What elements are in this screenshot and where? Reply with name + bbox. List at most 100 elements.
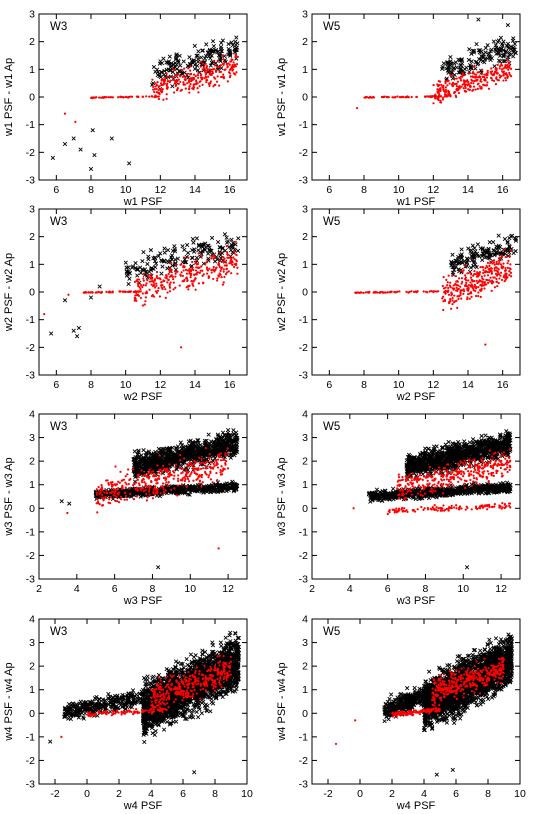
data-point-dot	[159, 278, 162, 281]
x-tick-label: 12	[154, 184, 166, 196]
data-point-dot	[150, 294, 154, 298]
data-point-dot	[205, 260, 209, 264]
data-point-dot	[200, 473, 204, 476]
data-point-cross	[498, 35, 504, 40]
data-point-dot	[166, 475, 170, 478]
data-point-dot	[168, 283, 171, 286]
data-point-dot	[498, 257, 502, 260]
data-point-dot	[492, 79, 496, 82]
data-point-dot	[359, 291, 362, 294]
y-axis-label: w1 PSF - w1 Ap	[276, 58, 288, 137]
data-point-dot	[430, 95, 433, 98]
data-point-dot	[374, 290, 377, 294]
data-marks	[50, 35, 240, 172]
data-point-dot	[154, 479, 157, 482]
data-point-dot	[502, 72, 506, 75]
data-point-dot	[498, 259, 501, 262]
data-point-dot	[483, 73, 486, 76]
data-point-dot	[226, 447, 229, 450]
data-point-dot	[504, 76, 507, 80]
data-point-cross	[199, 242, 205, 247]
data-point-dot	[206, 269, 210, 272]
data-point-cross	[168, 456, 174, 461]
y-tick-label: -1	[26, 526, 35, 538]
data-point-dot	[192, 465, 195, 469]
data-point-dot	[192, 463, 195, 466]
data-point-cross	[379, 492, 384, 497]
data-point-dot	[174, 466, 177, 469]
data-point-dot	[449, 286, 452, 289]
data-point-cross	[147, 269, 152, 274]
data-point-cross	[179, 443, 185, 448]
data-point-dot	[150, 273, 153, 276]
data-point-cross	[170, 84, 175, 89]
data-point-dot	[192, 73, 196, 76]
data-point-cross	[499, 41, 505, 46]
data-point-dot	[230, 272, 233, 275]
data-point-dot	[200, 255, 203, 258]
data-point-dot	[152, 473, 155, 476]
y-axis-label: w3 PSF - w3 Ap	[3, 457, 15, 536]
data-point-dot	[153, 90, 156, 94]
data-point-dot	[468, 271, 471, 274]
data-point-dot	[140, 284, 143, 287]
data-point-cross	[494, 487, 500, 492]
data-point-cross	[466, 246, 471, 251]
data-point-cross	[459, 255, 464, 260]
data-point-dot	[95, 488, 98, 491]
data-point-dot	[148, 288, 151, 291]
data-point-cross	[194, 53, 199, 58]
data-point-dot	[173, 68, 177, 71]
data-point-dot	[197, 76, 200, 79]
data-point-cross	[467, 487, 472, 492]
data-point-cross	[473, 262, 478, 267]
data-point-dot	[475, 73, 478, 76]
data-point-dot	[154, 94, 157, 97]
data-point-cross	[229, 237, 234, 242]
data-point-dot	[225, 244, 228, 248]
data-point-cross	[446, 489, 451, 494]
data-point-dot	[169, 281, 172, 284]
data-point-cross	[167, 61, 172, 66]
data-point-cross	[148, 248, 154, 253]
data-point-dot	[475, 279, 478, 282]
data-point-dot	[200, 77, 203, 80]
data-point-dot	[231, 69, 234, 72]
data-point-dot	[181, 75, 184, 78]
x-tick-label: 8	[361, 379, 367, 391]
data-point-dot	[207, 476, 210, 479]
data-point-dot	[192, 76, 196, 80]
data-point-dot	[148, 280, 151, 283]
data-point-cross	[188, 444, 194, 449]
data-point-dot	[126, 96, 130, 99]
data-point-dot	[505, 272, 508, 276]
data-point-cross	[469, 254, 474, 259]
data-point-dot	[161, 482, 165, 485]
data-point-dot	[446, 95, 449, 98]
data-point-dot	[482, 83, 485, 86]
data-point-dot	[155, 492, 159, 495]
data-point-dot	[129, 478, 132, 481]
data-point-dot	[493, 286, 497, 289]
data-point-cross	[467, 47, 472, 52]
data-point-dot	[473, 283, 476, 286]
data-point-dot	[195, 266, 198, 269]
data-point-dot	[204, 63, 207, 66]
data-point-dot	[483, 76, 486, 79]
data-point-cross	[135, 267, 141, 272]
data-point-dot	[234, 65, 237, 68]
data-point-dot	[498, 277, 501, 280]
data-point-dot	[492, 259, 496, 262]
data-point-dot	[156, 289, 160, 292]
data-point-cross	[446, 60, 451, 65]
data-point-cross	[445, 60, 450, 65]
data-point-dot	[390, 290, 393, 293]
data-point-dot	[164, 276, 167, 279]
data-point-dot	[124, 475, 127, 478]
data-point-cross	[492, 484, 498, 489]
data-point-cross	[218, 442, 223, 447]
data-point-dot	[218, 84, 221, 87]
data-point-dot	[153, 493, 156, 496]
data-point-dot	[191, 78, 194, 81]
data-point-cross	[173, 453, 179, 458]
